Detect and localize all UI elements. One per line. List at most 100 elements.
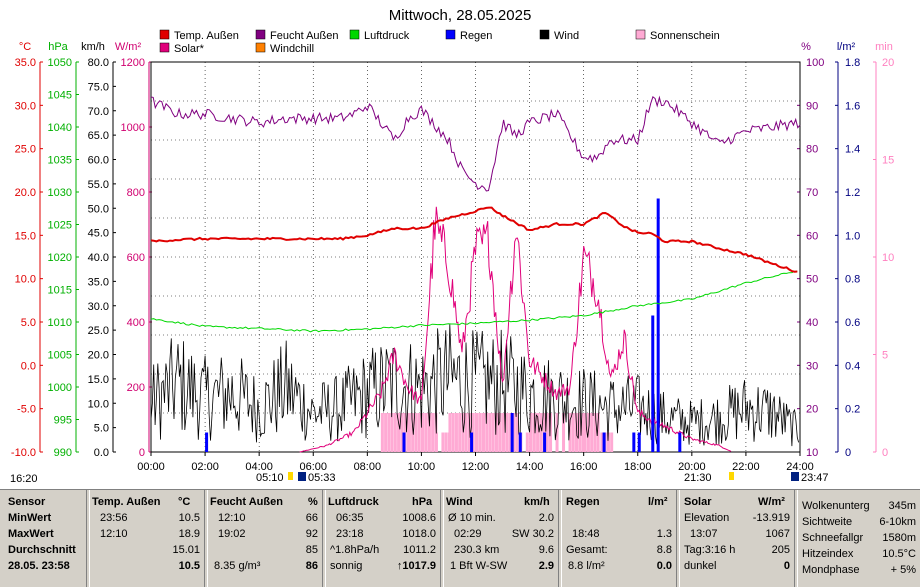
rain-tick-label: 1.0	[845, 230, 860, 242]
solar-current: 0	[783, 560, 790, 572]
rain-bar	[602, 432, 606, 452]
sunshine-bar	[525, 432, 529, 452]
pressure-state: sonnig	[330, 560, 363, 572]
sunshine-bar	[545, 413, 549, 452]
x-tick-label: 08:00	[354, 461, 382, 473]
temp-min: 10.5	[178, 512, 200, 524]
pressure-min-time: 06:35	[336, 512, 364, 524]
sunshine-bar	[458, 413, 462, 452]
wind-tick-label: 20.0	[88, 350, 109, 362]
sunshine-bar	[529, 413, 533, 452]
wind-tick-label: 40.0	[88, 252, 109, 264]
column-divider	[558, 490, 562, 587]
chart-series	[150, 95, 801, 453]
sunshine-bar	[390, 413, 394, 452]
rain-total: 8.8	[656, 544, 672, 556]
moon-marker-icon	[298, 472, 306, 481]
sunshine-bar	[600, 432, 604, 452]
pressure-axis-unit: hPa	[48, 41, 68, 53]
solar-axis-unit: W/m²	[115, 41, 142, 53]
sunrise-time: 05:10	[256, 472, 284, 484]
sunshine-bar	[400, 413, 404, 452]
rain-max-time: 18:48	[572, 528, 600, 540]
rain-tick-label: 0.4	[845, 360, 860, 372]
solar-max-time: 13:07	[690, 528, 718, 540]
sunshine-bar	[441, 432, 445, 452]
wind-tick-label: 30.0	[88, 301, 109, 313]
pressure-tick-label: 1035	[48, 155, 72, 167]
sunshine-bar	[555, 413, 559, 452]
visibility-label: Sichtweite	[802, 516, 853, 528]
rain-bar	[470, 432, 474, 452]
wind-tick-label: 75.0	[88, 81, 109, 93]
sunshine-bar	[467, 413, 471, 452]
solar-tick-label: 1200	[121, 57, 145, 69]
wind-tick-label: 10.0	[88, 398, 109, 410]
sunshine-bar	[606, 432, 610, 452]
cloudbase-value: 345m	[888, 500, 916, 512]
wind-avg10: 2.0	[538, 512, 554, 524]
sunshine-bar	[578, 413, 582, 452]
rain-unit: l/m²	[648, 496, 668, 508]
sunshine-bar	[485, 413, 489, 452]
wind-gust: SW 30.2	[511, 528, 554, 540]
legend-label: Windchill	[270, 43, 314, 55]
solar-elevation: -13.919	[752, 512, 790, 524]
x-tick-label: 22:00	[732, 461, 760, 473]
wind-axis-unit: km/h	[81, 41, 105, 53]
legend-solar: Solar*	[159, 42, 205, 55]
solar-header: Solar	[684, 496, 712, 508]
legend-label: Wind	[554, 30, 579, 42]
sunshine-bar	[590, 413, 594, 452]
maxwert-label: MaxWert	[8, 528, 54, 540]
chart-title: Mittwoch, 28.05.2025	[389, 7, 532, 24]
temp-tick-label: -5.0	[17, 404, 36, 416]
sunshine-bar	[532, 413, 536, 452]
column-divider	[676, 490, 680, 587]
humidity-tick-label: 10	[806, 447, 818, 459]
rain-tick-label: 1.2	[845, 187, 860, 199]
chart-legend: Temp. Außen Feucht Außen Luftdruck Regen Win…	[159, 29, 720, 55]
chart-axes: 35.0 30.0 25.0 20.0 15.0 10.0 5.0 0.0 -5.0 -10.0 1…	[11, 57, 894, 459]
wind-header: Wind	[446, 496, 473, 508]
wind-tick-label: 55.0	[88, 179, 109, 191]
current-date: 28.05. 23:58	[8, 560, 70, 572]
temp-header: Temp. Außen	[92, 496, 161, 508]
x-tick-label: 06:00	[299, 461, 327, 473]
sunshine-bar	[562, 413, 566, 452]
humidity-series	[150, 95, 801, 192]
rain-bar	[402, 432, 406, 452]
humidity-tick-label: 30	[806, 360, 818, 372]
sunshine-bar	[593, 413, 597, 452]
sunshine-bar	[515, 413, 519, 452]
rain-column: Regen l/m² 18:48 1.3 Gesamt: 8.8 8.8 l/m² 0.…	[566, 494, 674, 584]
sunshine-bar	[478, 413, 482, 452]
wind-series	[150, 324, 799, 447]
sensor-column: Sensor MinWert MaxWert Durchschnitt 28.0…	[8, 494, 86, 584]
rain-tick-label: 0.2	[845, 404, 860, 416]
pressure-tick-label: 1045	[48, 90, 72, 102]
rain-tick-label: 1.8	[845, 57, 860, 69]
sunshine-bar	[568, 413, 572, 452]
wind-tick-label: 45.0	[88, 228, 109, 240]
sunshine-bar	[583, 413, 587, 452]
temp-tick-label: 10.0	[15, 274, 36, 286]
pressure-current: ↑1017.9	[396, 560, 436, 572]
sunshine-bar	[427, 413, 431, 452]
humidity-tick-label: 70	[806, 187, 818, 199]
wind-avg10-label: Ø 10 min.	[448, 512, 496, 524]
wind-beaufort: 1 Bft W-SW	[450, 560, 508, 572]
humidity-tick-label: 60	[806, 230, 818, 242]
sunshine-bar	[536, 413, 540, 452]
sunshine-bar	[424, 413, 428, 452]
legend-swatch	[159, 42, 170, 53]
pressure-trend: ^1.8hPa/h	[330, 544, 380, 556]
minwert-label: MinWert	[8, 512, 52, 524]
wind-distance: 230.3 km	[454, 544, 500, 556]
legend-label: Regen	[460, 30, 492, 42]
legend-temp: Temp. Außen	[159, 29, 239, 42]
sunshine-bar	[475, 413, 479, 452]
chart-grid	[150, 61, 801, 453]
solar-tick-label: 800	[127, 187, 145, 199]
pressure-tick-label: 1020	[48, 252, 72, 264]
